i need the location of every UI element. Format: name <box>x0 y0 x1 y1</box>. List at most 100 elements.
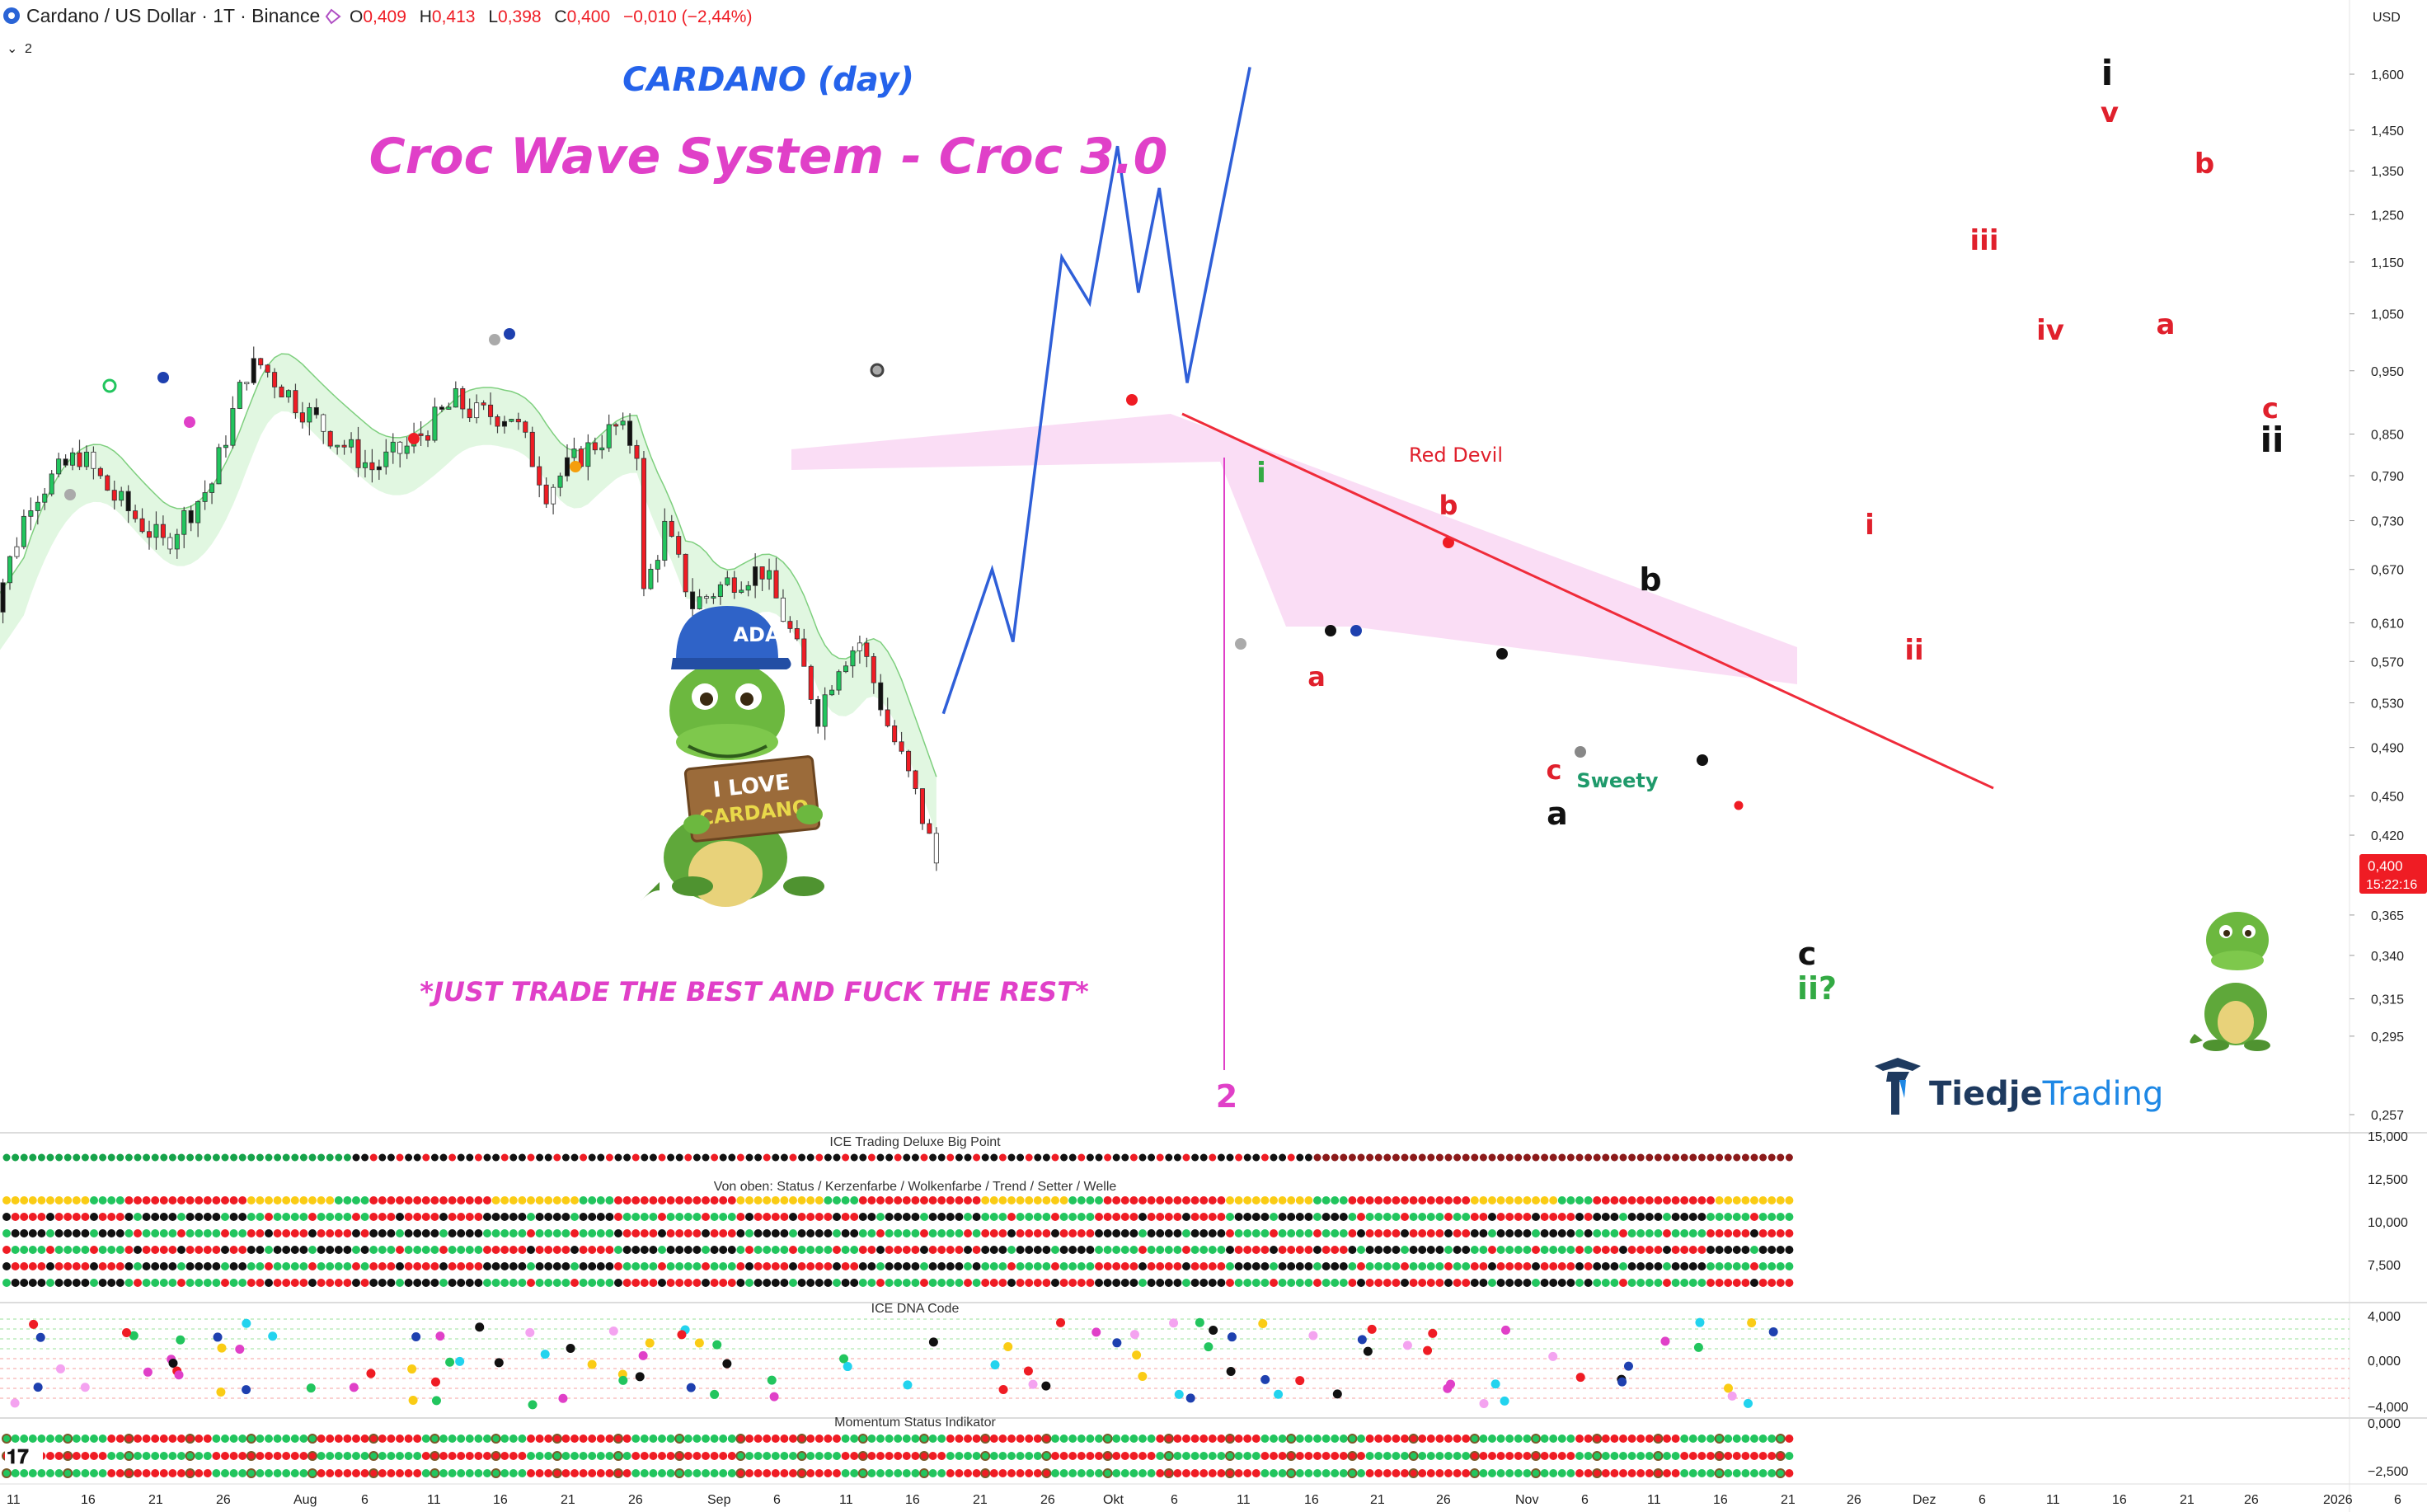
status-row-dot <box>195 1246 204 1254</box>
price-axis[interactable]: 1,6001,4501,3501,2501,1501,0500,9500,850… <box>2350 68 2404 1123</box>
momentum-dot <box>20 1469 29 1477</box>
momentum-dot <box>483 1435 491 1443</box>
momentum-dot <box>1033 1435 1042 1443</box>
status-row-dot <box>1523 1229 1532 1237</box>
momentum-dot <box>1374 1452 1383 1460</box>
status-row-dot <box>1680 1213 1689 1221</box>
status-row-dot <box>326 1229 335 1237</box>
symbol-title[interactable]: Cardano / US Dollar · 1T · Binance <box>26 5 320 26</box>
momentum-dot <box>1469 1434 1480 1444</box>
big-point-dot <box>1279 1153 1287 1162</box>
status-row-dot <box>1173 1213 1182 1221</box>
status-row-dot <box>1339 1213 1348 1221</box>
status-row-dot <box>1147 1279 1156 1287</box>
status-row-dot <box>876 1262 885 1270</box>
indicator-title-big-point[interactable]: ICE Trading Deluxe Big Point <box>829 1135 1001 1149</box>
momentum-dot <box>727 1435 736 1443</box>
indicator-title-momentum[interactable]: Momentum Status Indikator <box>834 1416 996 1430</box>
momentum-dot <box>1243 1469 1252 1477</box>
momentum-dot <box>824 1469 833 1477</box>
status-row-dot <box>692 1229 702 1237</box>
momentum-dot <box>1531 1451 1541 1461</box>
dna-dot <box>1185 1393 1195 1403</box>
momentum-dot <box>666 1452 675 1460</box>
momentum-dot <box>771 1452 780 1460</box>
status-row-dot <box>1173 1196 1182 1204</box>
dna-dot <box>408 1395 418 1405</box>
momentum-dot <box>1601 1452 1610 1460</box>
collapse-chevron-icon[interactable]: ⌄ <box>7 42 17 56</box>
big-point-dot <box>1165 1153 1173 1162</box>
status-row-dot <box>579 1246 588 1254</box>
big-point-dot <box>1645 1153 1654 1162</box>
slogan-text: *JUST TRADE THE BEST AND FUCK THE REST* <box>420 976 1089 1007</box>
currency-label[interactable]: USD <box>2373 11 2401 25</box>
status-row-dot <box>229 1213 238 1221</box>
dna-dot <box>1617 1377 1627 1387</box>
indicator-eye-icon[interactable] <box>325 8 341 25</box>
price-tick-label: 0,730 <box>2371 515 2404 529</box>
momentum-dot <box>928 1435 937 1443</box>
signal-dot <box>1575 746 1586 758</box>
status-row-dot <box>1016 1262 1025 1270</box>
status-row-dot <box>727 1196 736 1204</box>
projection-polyline[interactable] <box>941 67 1251 715</box>
status-row-dot <box>1671 1213 1680 1221</box>
big-point-dot <box>73 1153 81 1162</box>
indicator-title-dna[interactable]: ICE DNA Code <box>871 1302 960 1316</box>
momentum-dot <box>1671 1452 1680 1460</box>
dna-dot <box>1743 1398 1753 1408</box>
time-axis[interactable]: 11 16 21 26 Aug 6 11 16 21 26 Sep 6 11 16 21 26 Okt 6 11 16… <box>7 1493 2401 1507</box>
candle-body <box>495 416 500 427</box>
status-row-dot <box>1750 1229 1758 1237</box>
status-row-dot <box>1068 1279 1077 1287</box>
status-row-dot <box>448 1229 457 1237</box>
status-row-dot <box>1164 1262 1173 1270</box>
indicator-title-status-rows[interactable]: Von oben: Status / Kerzenfarbe / Wolkenf… <box>714 1180 1117 1194</box>
status-row-dot <box>789 1229 797 1237</box>
price-tick-label: 0,315 <box>2371 993 2404 1007</box>
big-point-dot <box>1785 1153 1793 1162</box>
status-row-dot <box>1401 1213 1409 1221</box>
status-row-dot <box>544 1213 553 1221</box>
status-row-dot <box>1025 1262 1034 1270</box>
sweety-label: Sweety <box>1576 769 1658 792</box>
indicator-axis-label: 12,500 <box>2368 1173 2408 1187</box>
status-row-dot <box>1444 1229 1453 1237</box>
candle-body <box>501 420 507 427</box>
status-row-dot <box>1234 1279 1243 1287</box>
status-row-dot <box>177 1262 185 1270</box>
status-row-dot <box>824 1213 833 1221</box>
status-row-dot <box>928 1262 937 1270</box>
momentum-dot <box>1706 1469 1715 1477</box>
status-row-dot <box>1671 1279 1680 1287</box>
momentum-dot <box>1688 1469 1697 1477</box>
momentum-dot <box>352 1435 360 1443</box>
momentum-dot <box>1575 1435 1584 1443</box>
status-row-dot <box>745 1196 753 1204</box>
projection-label-big-i: i <box>2101 53 2113 93</box>
momentum-dot <box>527 1469 535 1477</box>
status-row-dot <box>265 1262 273 1270</box>
momentum-dot <box>1120 1435 1129 1443</box>
status-row-dot <box>2 1196 11 1204</box>
collapse-count[interactable]: 2 <box>25 42 32 56</box>
momentum-dot <box>1435 1469 1444 1477</box>
status-row-dot <box>1601 1262 1610 1270</box>
resistance-trendline[interactable] <box>1181 412 1994 790</box>
candle-body <box>28 510 34 517</box>
status-row-dot <box>483 1279 491 1287</box>
status-row-dot <box>1532 1196 1540 1204</box>
status-row-dot <box>920 1279 928 1287</box>
momentum-dot <box>396 1452 404 1460</box>
tradingview-logo-icon[interactable]: 𝟏𝟕 <box>5 1444 43 1468</box>
status-row-dot <box>212 1213 221 1221</box>
status-row-dot <box>640 1246 649 1254</box>
cardano-logo-dot <box>8 12 15 19</box>
momentum-dot <box>1138 1452 1147 1460</box>
status-row-dot <box>474 1246 483 1254</box>
status-row-dot <box>1217 1196 1226 1204</box>
momentum-dot <box>81 1469 90 1477</box>
status-row-dot <box>343 1196 352 1204</box>
